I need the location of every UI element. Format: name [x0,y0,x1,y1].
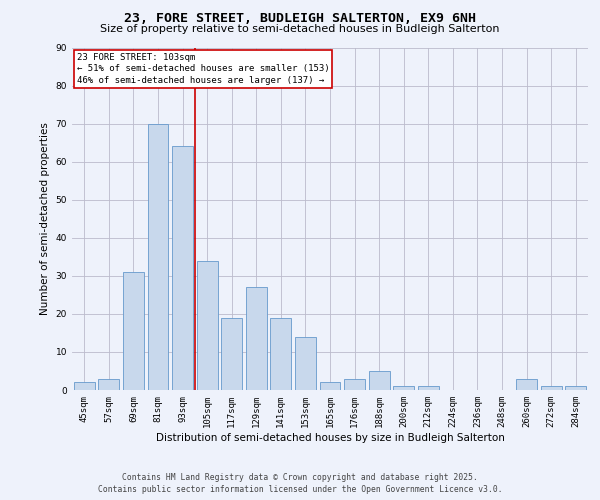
Bar [565,386,586,390]
Bar [344,378,365,390]
Y-axis label: Number of semi-detached properties: Number of semi-detached properties [40,122,50,315]
Text: Size of property relative to semi-detached houses in Budleigh Salterton: Size of property relative to semi-detach… [100,24,500,34]
Text: 23, FORE STREET, BUDLEIGH SALTERTON, EX9 6NH: 23, FORE STREET, BUDLEIGH SALTERTON, EX9… [124,12,476,26]
Bar [172,146,193,390]
Bar [541,386,562,390]
Bar [516,378,537,390]
Bar [74,382,95,390]
Bar [368,371,389,390]
Bar [393,386,414,390]
Bar [123,272,144,390]
Bar [197,260,218,390]
Bar [295,336,316,390]
Bar [148,124,169,390]
X-axis label: Distribution of semi-detached houses by size in Budleigh Salterton: Distribution of semi-detached houses by … [155,432,505,442]
Bar [246,287,267,390]
Bar [98,378,119,390]
Bar [418,386,439,390]
Bar [221,318,242,390]
Bar [320,382,340,390]
Text: Contains HM Land Registry data © Crown copyright and database right 2025.
Contai: Contains HM Land Registry data © Crown c… [98,472,502,494]
Text: 23 FORE STREET: 103sqm
← 51% of semi-detached houses are smaller (153)
46% of se: 23 FORE STREET: 103sqm ← 51% of semi-det… [77,52,330,85]
Bar [271,318,292,390]
